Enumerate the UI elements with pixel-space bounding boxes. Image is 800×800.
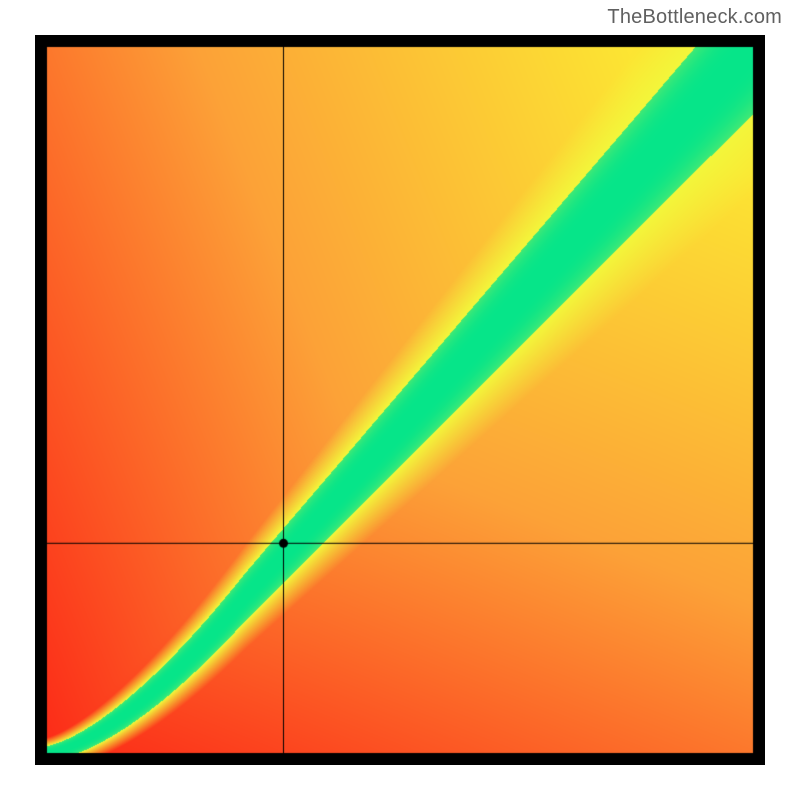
attribution-text: TheBottleneck.com	[607, 6, 782, 29]
plot-frame	[35, 35, 765, 765]
bottleneck-heatmap	[35, 35, 765, 765]
chart-container: TheBottleneck.com	[0, 0, 800, 800]
